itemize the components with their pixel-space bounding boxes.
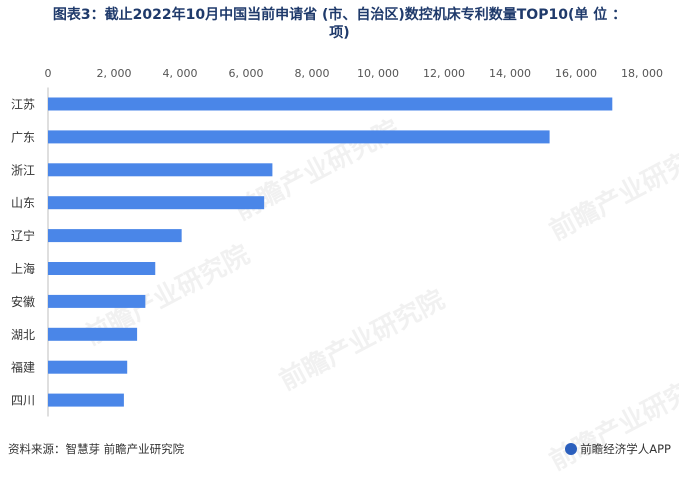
chart-title-line1: 图表3：截止2022年10月中国当前申请省 (市、自治区)数控机床专利数量TOP… (52, 7, 627, 23)
x-tick-label: 16, 000 (555, 67, 597, 80)
x-tick-label: 8, 000 (295, 67, 330, 80)
y-category-label: 辽宁 (11, 228, 35, 243)
y-category-label: 江苏 (11, 98, 35, 112)
y-category-label: 四川 (11, 394, 35, 408)
source-text: 资料来源：智慧芽 前瞻产业研究院 (8, 442, 185, 456)
x-tick-label: 10, 000 (357, 67, 399, 80)
y-category-label: 山东 (11, 196, 35, 210)
brand-logo-icon (565, 443, 578, 455)
x-tick-label: 4, 000 (163, 67, 198, 80)
bar-chart: 0 2, 000 4, 000 6, 000 8, 000 10, 000 12, 000 1… (11, 67, 663, 417)
x-tick-label: 2, 000 (97, 67, 132, 80)
x-tick-label: 14, 000 (489, 67, 531, 80)
bar (48, 360, 128, 374)
y-category-label: 上海 (11, 261, 35, 276)
bar (48, 294, 146, 308)
x-tick-label: 12, 000 (423, 67, 465, 80)
x-tick-label: 0 (45, 67, 52, 80)
bar (48, 130, 550, 144)
y-category-label: 广东 (11, 130, 35, 144)
footer: 资料来源：智慧芽 前瞻产业研究院 前瞻经济学人APP (0, 435, 679, 461)
x-tick-label: 6, 000 (229, 67, 264, 80)
chart-title: 图表3：截止2022年10月中国当前申请省 (市、自治区)数控机床专利数量TOP… (0, 6, 679, 42)
bar (48, 327, 138, 341)
bar (48, 393, 124, 407)
y-category-label: 湖北 (11, 327, 35, 342)
y-category-label: 福建 (11, 360, 35, 375)
chart-title-line2: 项) (329, 25, 350, 41)
bar (48, 229, 182, 243)
y-category-label: 安徽 (11, 294, 35, 309)
brand: 前瞻经济学人APP (565, 441, 671, 457)
bar (48, 97, 613, 111)
bar (48, 163, 273, 177)
x-tick-label: 18, 000 (621, 67, 663, 80)
brand-text: 前瞻经济学人APP (580, 442, 671, 456)
bar (48, 196, 265, 210)
bar (48, 262, 156, 275)
y-category-label: 浙江 (11, 163, 35, 177)
